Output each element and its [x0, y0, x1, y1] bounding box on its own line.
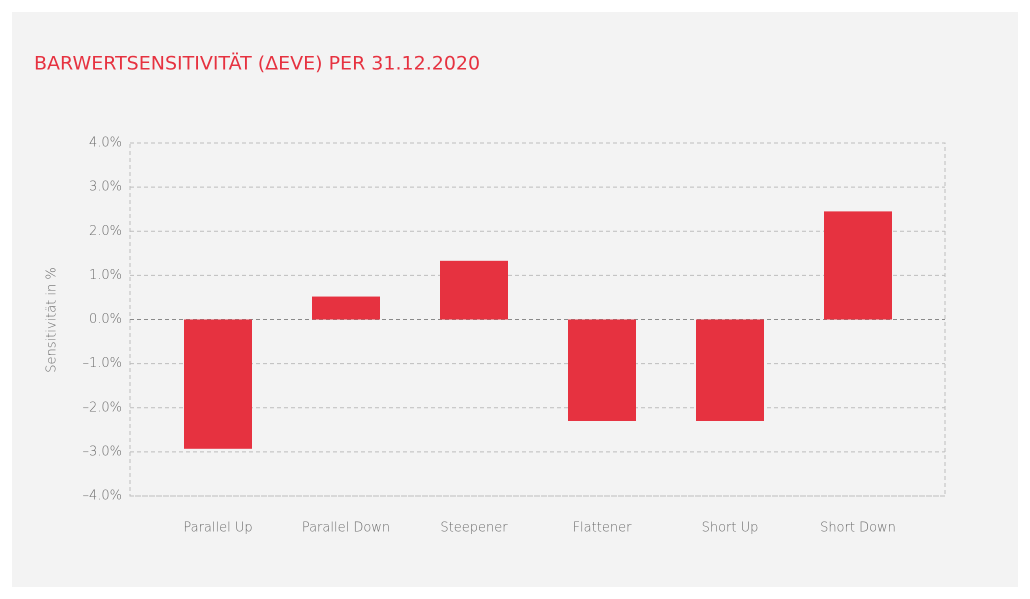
y-axis-label: Sensitivität in % — [45, 267, 60, 373]
x-tick-label: Steepener — [440, 521, 508, 536]
bar — [440, 260, 508, 320]
x-tick-label: Short Up — [702, 521, 759, 536]
y-tick-label: –1.0% — [82, 356, 122, 371]
y-tick-label: –2.0% — [82, 400, 122, 415]
bar — [824, 211, 892, 320]
x-tick-label: Short Down — [820, 521, 896, 536]
bar — [696, 319, 764, 421]
x-tick-label: Parallel Down — [302, 521, 390, 536]
chart-title: BARWERTSENSITIVITÄT (ΔEVE) PER 31.12.202… — [34, 52, 480, 75]
bar — [312, 296, 380, 320]
y-tick-label: 2.0% — [89, 224, 122, 239]
y-tick-label: 4.0% — [89, 136, 122, 151]
y-tick-label: 3.0% — [89, 180, 122, 195]
x-tick-label: Parallel Up — [183, 521, 252, 536]
x-tick-label: Flattener — [573, 521, 632, 536]
bar — [568, 319, 636, 421]
y-tick-label: 1.0% — [89, 268, 122, 283]
y-tick-label: –3.0% — [82, 444, 122, 459]
bar — [184, 319, 252, 449]
y-tick-label: –4.0% — [82, 489, 122, 504]
y-tick-label: 0.0% — [89, 312, 122, 327]
